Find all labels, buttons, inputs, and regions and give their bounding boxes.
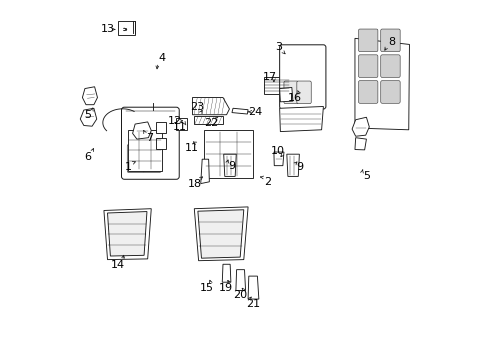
Text: 13: 13 — [101, 24, 114, 35]
FancyBboxPatch shape — [358, 55, 377, 77]
Polygon shape — [155, 122, 166, 134]
Polygon shape — [235, 270, 245, 291]
Polygon shape — [231, 108, 247, 114]
Text: 17: 17 — [262, 72, 276, 82]
Polygon shape — [279, 87, 292, 102]
Polygon shape — [273, 152, 284, 166]
Text: 11: 11 — [184, 143, 199, 153]
Text: 7: 7 — [145, 133, 153, 143]
Polygon shape — [279, 107, 323, 132]
FancyBboxPatch shape — [358, 29, 377, 51]
Text: 1: 1 — [124, 162, 131, 172]
Polygon shape — [132, 122, 151, 139]
Polygon shape — [155, 138, 166, 149]
Polygon shape — [192, 98, 229, 115]
Polygon shape — [193, 116, 223, 125]
Text: 6: 6 — [84, 152, 91, 162]
Text: 4: 4 — [158, 53, 165, 63]
FancyBboxPatch shape — [121, 107, 179, 179]
Polygon shape — [222, 264, 230, 282]
FancyBboxPatch shape — [284, 81, 298, 104]
FancyBboxPatch shape — [279, 45, 325, 109]
FancyBboxPatch shape — [127, 144, 144, 172]
Text: 20: 20 — [233, 291, 247, 301]
Bar — [118, 21, 135, 35]
FancyBboxPatch shape — [380, 29, 399, 51]
Polygon shape — [194, 207, 247, 261]
Text: 5: 5 — [84, 111, 91, 121]
Text: 9: 9 — [228, 161, 235, 171]
Polygon shape — [82, 87, 97, 105]
Text: 10: 10 — [270, 146, 284, 156]
Text: 14: 14 — [111, 260, 125, 270]
Polygon shape — [198, 210, 244, 258]
FancyBboxPatch shape — [380, 81, 399, 103]
Polygon shape — [223, 154, 236, 176]
Polygon shape — [128, 130, 162, 171]
Polygon shape — [107, 212, 147, 256]
Polygon shape — [80, 108, 97, 126]
Polygon shape — [104, 209, 151, 260]
Text: 9: 9 — [296, 162, 303, 172]
Polygon shape — [351, 117, 368, 136]
Polygon shape — [247, 276, 258, 299]
FancyBboxPatch shape — [380, 55, 399, 77]
Text: 8: 8 — [387, 37, 394, 47]
Text: 16: 16 — [287, 93, 301, 103]
Polygon shape — [354, 138, 366, 150]
Text: 24: 24 — [247, 107, 262, 117]
Text: 18: 18 — [187, 179, 202, 189]
Text: 23: 23 — [190, 102, 204, 112]
Polygon shape — [201, 159, 209, 184]
Polygon shape — [286, 154, 299, 176]
Text: 2: 2 — [264, 177, 271, 187]
FancyBboxPatch shape — [296, 81, 310, 104]
Polygon shape — [264, 77, 289, 94]
Text: 12: 12 — [167, 116, 181, 126]
Text: 19: 19 — [218, 283, 232, 293]
Polygon shape — [354, 39, 408, 130]
Polygon shape — [175, 118, 187, 130]
Text: 5: 5 — [362, 171, 369, 181]
Text: 22: 22 — [204, 118, 218, 128]
Text: 3: 3 — [275, 42, 282, 52]
Text: 11: 11 — [173, 122, 186, 132]
FancyBboxPatch shape — [143, 144, 161, 172]
Polygon shape — [204, 130, 252, 178]
Text: 21: 21 — [246, 299, 260, 309]
Text: 15: 15 — [200, 283, 213, 293]
FancyBboxPatch shape — [358, 81, 377, 103]
